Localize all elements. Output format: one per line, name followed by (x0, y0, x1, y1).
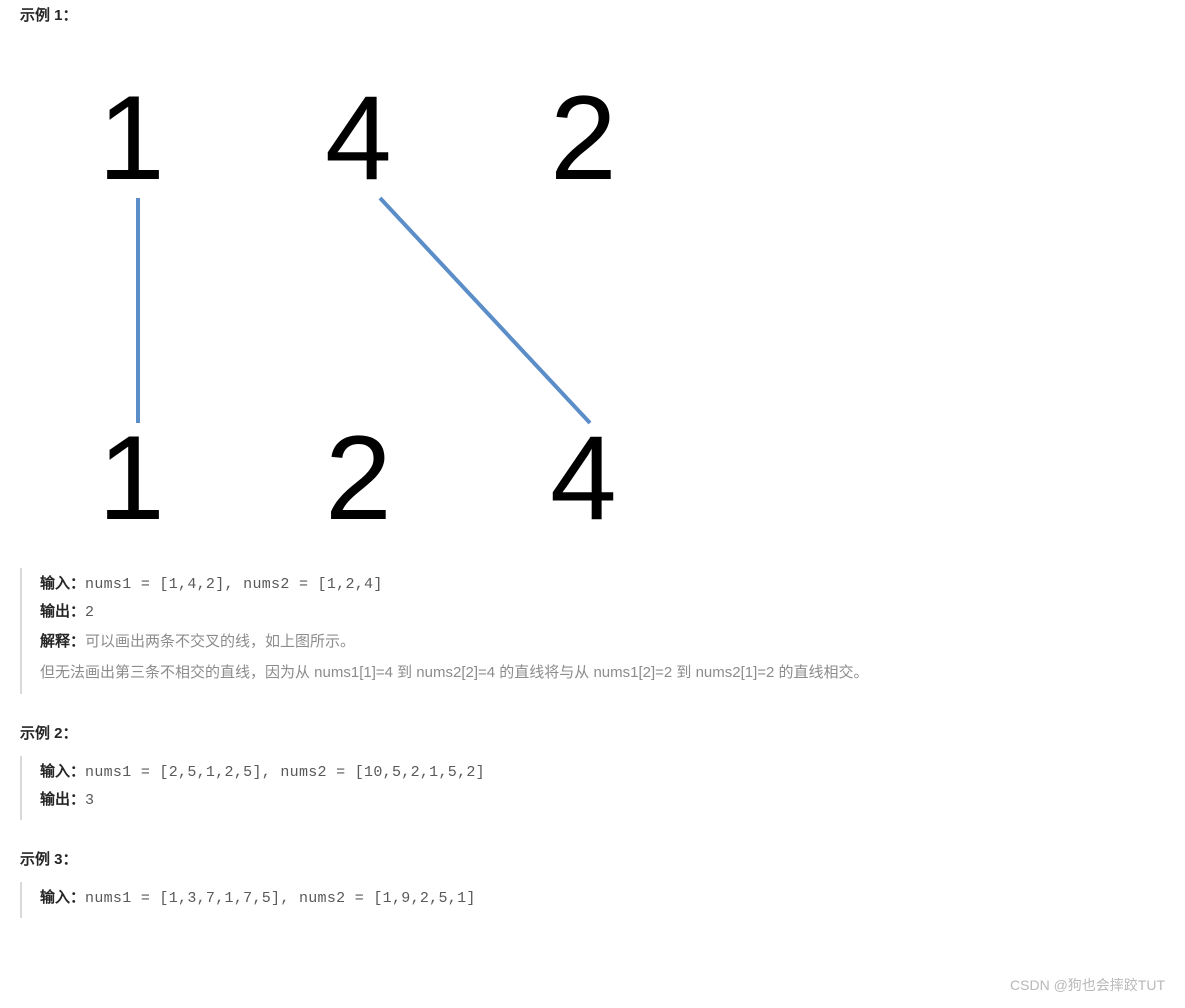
output-value: 3 (85, 792, 94, 809)
top-num-2: 2 (550, 78, 617, 198)
output-label: 输出： (40, 791, 85, 808)
input-value: nums1 = [1,4,2], nums2 = [1,2,4] (85, 576, 383, 593)
watermark: CSDN @狗也会摔跤TUT (1010, 974, 1165, 996)
example-3-block: 输入：nums1 = [1,3,7,1,7,5], nums2 = [1,9,2… (20, 882, 1165, 918)
example-1-heading: 示例 1： (20, 4, 1165, 28)
example-3-heading: 示例 3： (20, 848, 1165, 872)
bottom-num-0: 1 (98, 418, 165, 538)
example-1-explain-line1: 解释：可以画出两条不交叉的线，如上图所示。 (40, 628, 1165, 656)
bottom-num-1: 2 (325, 418, 392, 538)
connection-line-2 (380, 198, 590, 423)
example-1-section: 示例 1： 1 4 2 1 2 4 输入：nums1 = [1,4,2], nu… (20, 4, 1165, 694)
example-1-block: 输入：nums1 = [1,4,2], nums2 = [1,2,4] 输出：2… (20, 568, 1165, 694)
example-2-heading: 示例 2： (20, 722, 1165, 746)
output-label: 输出： (40, 603, 85, 620)
top-num-1: 4 (325, 78, 392, 198)
explain-label: 解释： (40, 633, 85, 650)
input-value: nums1 = [2,5,1,2,5], nums2 = [10,5,2,1,5… (85, 764, 485, 781)
output-value: 2 (85, 604, 94, 621)
input-label: 输入： (40, 763, 85, 780)
example-2-input-line: 输入：nums1 = [2,5,1,2,5], nums2 = [10,5,2,… (40, 760, 1165, 785)
diagram-container: 1 4 2 1 2 4 (80, 68, 680, 538)
example-2-section: 示例 2： 输入：nums1 = [2,5,1,2,5], nums2 = [1… (20, 722, 1165, 820)
bottom-num-2: 4 (550, 418, 617, 538)
example-3-section: 示例 3： 输入：nums1 = [1,3,7,1,7,5], nums2 = … (20, 848, 1165, 918)
example-1-output-line: 输出：2 (40, 600, 1165, 625)
input-value: nums1 = [1,3,7,1,7,5], nums2 = [1,9,2,5,… (85, 890, 476, 907)
top-num-0: 1 (98, 78, 165, 198)
example-3-input-line: 输入：nums1 = [1,3,7,1,7,5], nums2 = [1,9,2… (40, 886, 1165, 911)
input-label: 输入： (40, 575, 85, 592)
example-1-explain-line2: 但无法画出第三条不相交的直线，因为从 nums1[1]=4 到 nums2[2]… (40, 659, 1165, 687)
example-1-input-line: 输入：nums1 = [1,4,2], nums2 = [1,2,4] (40, 572, 1165, 597)
example-2-output-line: 输出：3 (40, 788, 1165, 813)
example-2-block: 输入：nums1 = [2,5,1,2,5], nums2 = [10,5,2,… (20, 756, 1165, 820)
explain-text-1: 可以画出两条不交叉的线，如上图所示。 (85, 633, 355, 650)
input-label: 输入： (40, 889, 85, 906)
